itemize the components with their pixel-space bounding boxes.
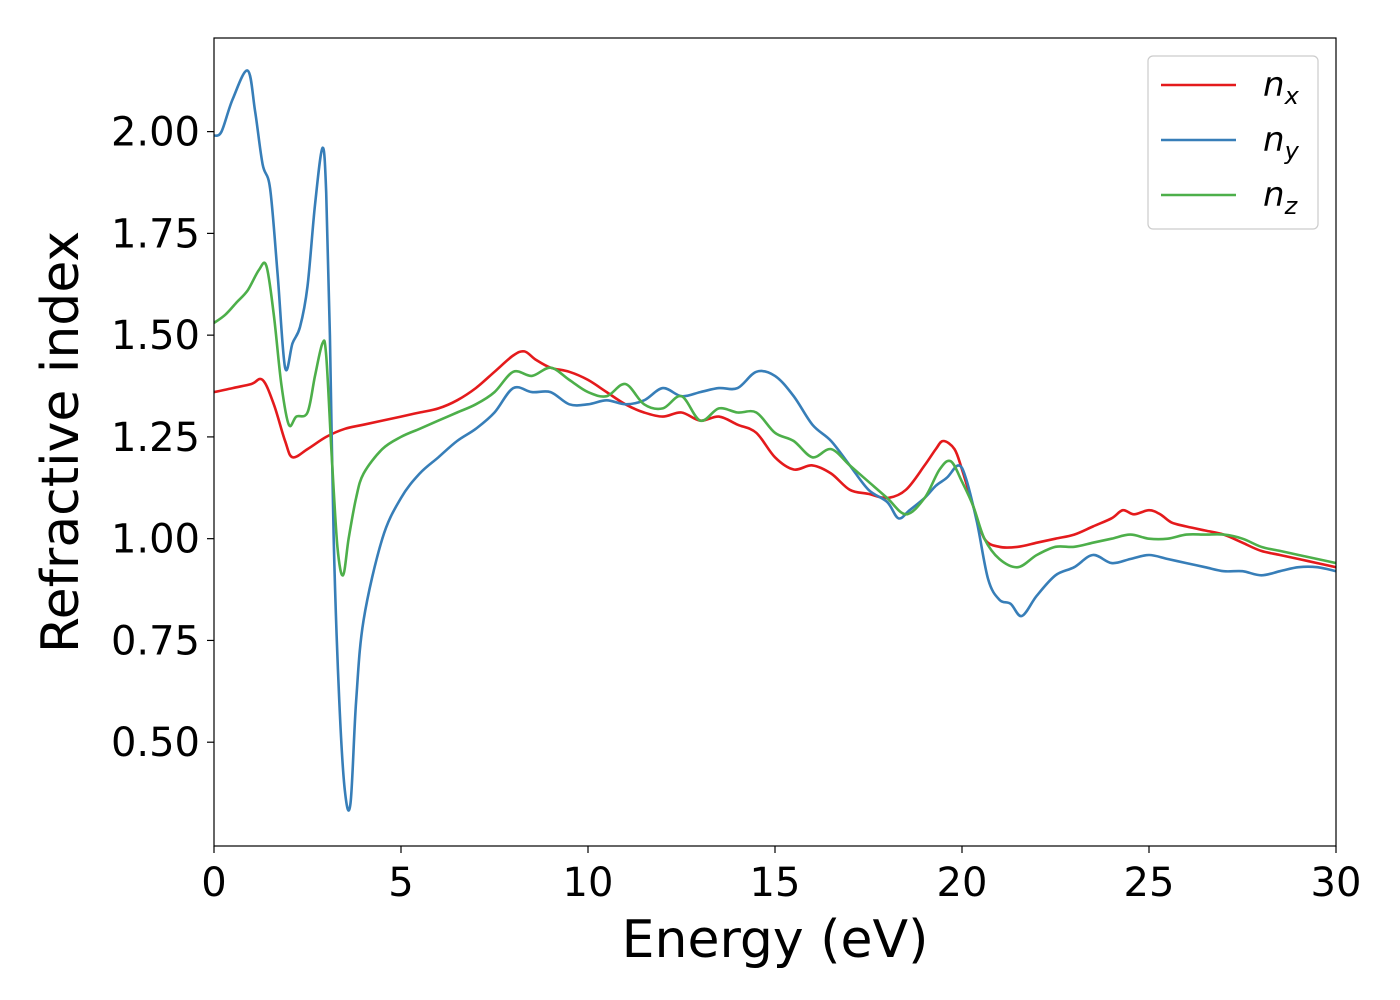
x-axis: 0 5 10 15 20 25 30 [201,846,1361,906]
series-line-y [214,69,1336,812]
y-axis-label: Refractive index [31,231,91,653]
y-tick-label: 2.00 [111,110,200,156]
x-tick-label: 15 [750,860,801,906]
x-tick-label: 20 [937,860,988,906]
y-tick-label: 0.75 [111,618,200,664]
x-tick-label: 5 [388,860,413,906]
y-tick-label: 0.50 [111,720,200,766]
y-tick-label: 1.50 [111,313,200,359]
legend-label-z: nz [1263,175,1299,220]
x-axis-label: Energy (eV) [622,910,929,970]
y-tick-label: 1.00 [111,517,200,563]
legend-label-x: nx [1263,65,1300,110]
x-tick-label: 25 [1124,860,1175,906]
y-tick-label: 1.25 [111,415,200,461]
legend-label-y: ny [1263,120,1300,165]
x-tick-label: 10 [563,860,614,906]
legend: nx ny nz [1147,55,1319,230]
x-tick-label: 30 [1311,860,1362,906]
series-lines [214,69,1336,812]
legend-box [1147,55,1319,230]
y-axis: 0.50 0.75 1.00 1.25 1.50 1.75 2.00 [111,110,214,766]
y-tick-label: 1.75 [111,211,200,257]
series-line-z [214,261,1336,577]
x-tick-label: 0 [201,860,226,906]
series-line-x [214,349,1336,569]
